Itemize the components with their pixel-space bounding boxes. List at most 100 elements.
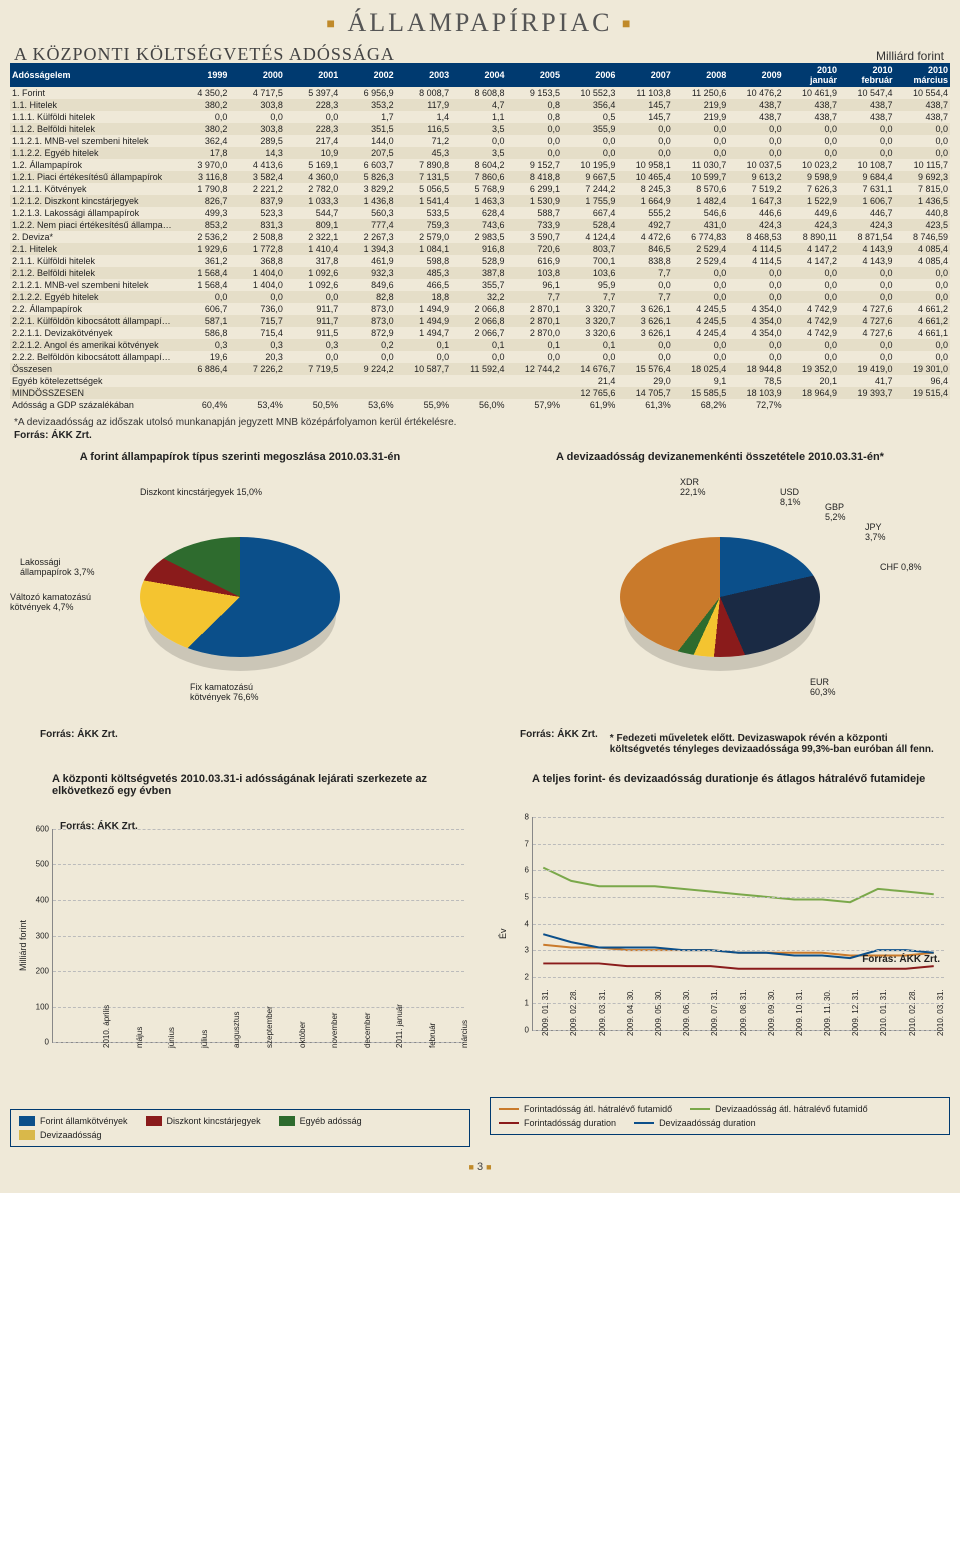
cell: 0,3 <box>174 339 229 351</box>
cell: 0,0 <box>673 123 728 135</box>
cell: 0,0 <box>784 339 839 351</box>
cell: 0,0 <box>839 339 894 351</box>
cell: 10 461,9 <box>784 87 839 99</box>
cell: 0,8 <box>507 111 562 123</box>
cell: 4 143,9 <box>839 255 894 267</box>
cell: 628,4 <box>451 207 506 219</box>
legend-swatch <box>279 1116 295 1126</box>
pie-charts-row: A forint állampapírok típus szerinti meg… <box>10 451 950 755</box>
col-header: 2009 <box>728 63 783 87</box>
cell: 53,6% <box>340 399 395 411</box>
cell: 15 585,5 <box>673 387 728 399</box>
cell: 3 970,0 <box>174 159 229 171</box>
row-label: 2.1.2.1. MNB-vel szembeni hitelek <box>10 279 174 291</box>
cell: 14 676,7 <box>562 363 617 375</box>
cell: 759,3 <box>396 219 451 231</box>
cell: 5 768,9 <box>451 183 506 195</box>
cell: 4 472,6 <box>617 231 672 243</box>
cell: 1 084,1 <box>396 243 451 255</box>
cell: 0,0 <box>396 351 451 363</box>
cell: 353,2 <box>340 99 395 111</box>
x-tick: 2009. 02. 28. <box>569 989 578 1036</box>
cell: 351,5 <box>340 123 395 135</box>
page-number: ■ 3 ■ <box>10 1161 950 1173</box>
row-label: MINDÖSSZESEN <box>10 387 174 399</box>
cell <box>451 387 506 399</box>
legend-label: Forint államkötvények <box>40 1116 128 1126</box>
row-label: 1. Forint <box>10 87 174 99</box>
cell: 144,0 <box>340 135 395 147</box>
cell: 0,0 <box>229 291 284 303</box>
cell: 9 224,2 <box>340 363 395 375</box>
cell: 1 530,9 <box>507 195 562 207</box>
cell: 57,9% <box>507 399 562 411</box>
bar-chart: Forrás: ÁKK Zrt. Milliárd forint 0100200… <box>10 801 470 1101</box>
legend-label: Forintadósság átl. hátralévő futamidő <box>524 1104 672 1114</box>
decor-icon: ■ <box>327 17 338 32</box>
cell: 96,1 <box>507 279 562 291</box>
cell: 19 393,7 <box>839 387 894 399</box>
cell <box>285 375 340 387</box>
table-row: 1.2.2. Nem piaci értékesítésű állampapír… <box>10 219 950 231</box>
cell: 1 790,8 <box>174 183 229 195</box>
cell: 0,1 <box>507 339 562 351</box>
cell: 846,5 <box>617 243 672 255</box>
legend-swatch <box>19 1116 35 1126</box>
table-row: 2.2.2. Belföldön kibocsátott állampapíro… <box>10 351 950 363</box>
cell: 449,6 <box>784 207 839 219</box>
cell: 2 579,0 <box>396 231 451 243</box>
cell: 7 244,2 <box>562 183 617 195</box>
line-chart-title: A teljes forint- és devizaadósság durati… <box>532 773 950 785</box>
x-tick: 2011. január <box>395 1004 404 1048</box>
cell: 1,4 <box>396 111 451 123</box>
cell: 289,5 <box>229 135 284 147</box>
cell: 219,9 <box>673 99 728 111</box>
cell: 423,5 <box>894 219 950 231</box>
cell: 2 066,8 <box>451 315 506 327</box>
cell: 145,7 <box>617 99 672 111</box>
cell: 3,5 <box>451 147 506 159</box>
row-label: 1.2.1. Piaci értékesítésű állampapírok <box>10 171 174 183</box>
cell: 916,8 <box>451 243 506 255</box>
x-tick: 2009. 01. 31. <box>541 989 550 1036</box>
legend-label: Devizaadósság duration <box>659 1118 756 1128</box>
row-label: 2.2.1. Külföldön kibocsátott állampapíro… <box>10 315 174 327</box>
cell: 8 746,59 <box>894 231 950 243</box>
cell: 1 092,6 <box>285 279 340 291</box>
cell: 499,3 <box>174 207 229 219</box>
cell: 4 742,9 <box>784 315 839 327</box>
x-tick: 2010. 02. 28. <box>908 989 917 1036</box>
cell: 1 436,5 <box>894 195 950 207</box>
cell: 10 115,7 <box>894 159 950 171</box>
cell: 528,9 <box>451 255 506 267</box>
line-chart-col: A teljes forint- és devizaadósság durati… <box>490 773 950 1147</box>
cell: 8 468,53 <box>728 231 783 243</box>
cell: 10 023,2 <box>784 159 839 171</box>
cell: 873,0 <box>340 303 395 315</box>
cell: 0,0 <box>839 267 894 279</box>
cell: 932,3 <box>340 267 395 279</box>
cell: 355,9 <box>562 123 617 135</box>
cell: 3,5 <box>451 123 506 135</box>
cell: 4 727,6 <box>839 303 894 315</box>
table-row: 2.1.1. Külföldi hitelek361,2368,8317,846… <box>10 255 950 267</box>
cell: 95,9 <box>562 279 617 291</box>
cell: 0,0 <box>562 351 617 363</box>
pie2-title: A devizaadósság devizanemenkénti összeté… <box>490 451 950 463</box>
legend-item: Egyéb adósság <box>279 1116 362 1126</box>
decor-icon: ■ <box>468 1162 473 1172</box>
table-row: 2.1.2.1. MNB-vel szembeni hitelek1 568,4… <box>10 279 950 291</box>
legend-swatch <box>499 1122 519 1124</box>
col-header: Adósságelem <box>10 63 174 87</box>
row-label: 2.1.2.2. Egyéb hitelek <box>10 291 174 303</box>
cell: 1 664,9 <box>617 195 672 207</box>
cell: 4 245,4 <box>673 327 728 339</box>
cell: 303,8 <box>229 123 284 135</box>
cell <box>451 375 506 387</box>
cell: 492,7 <box>617 219 672 231</box>
cell: 19 419,0 <box>839 363 894 375</box>
cell: 1 606,7 <box>839 195 894 207</box>
cell: 14 705,7 <box>617 387 672 399</box>
cell: 55,9% <box>396 399 451 411</box>
bar-ylabel: Milliárd forint <box>18 920 28 971</box>
